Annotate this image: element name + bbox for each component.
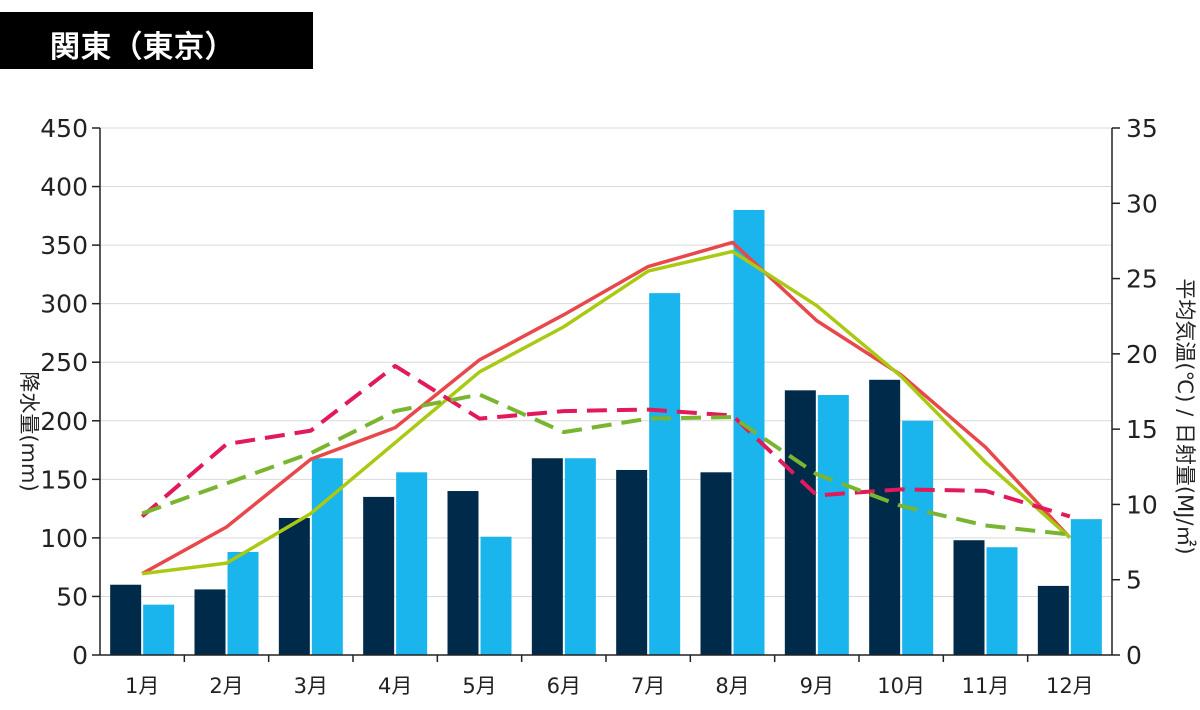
bar-2-12: [1070, 519, 1102, 655]
category-label: 8月: [715, 674, 749, 698]
bar-2-11: [986, 547, 1018, 655]
bar-2-9: [817, 395, 849, 655]
left-tick-label: 150: [40, 465, 88, 494]
line-series-3: [140, 363, 1071, 519]
category-label: 12月: [1046, 674, 1094, 698]
line-series-1: [141, 240, 1072, 576]
category-label: 11月: [962, 674, 1010, 698]
category-label: 1月: [125, 674, 159, 698]
line-series: [140, 240, 1072, 576]
category-label: 3月: [294, 674, 328, 698]
category-label: 10月: [877, 674, 925, 698]
bar-1-8: [700, 472, 732, 655]
bar-2-4: [396, 472, 428, 655]
bar-1-10: [869, 379, 901, 655]
bar-2-2: [227, 551, 259, 655]
category-label: 4月: [378, 674, 412, 698]
left-tick-label: 400: [40, 173, 88, 202]
right-tick-label: 30: [1126, 189, 1158, 218]
line-series-4: [141, 392, 1071, 537]
chart-title-box: 関東（東京）: [0, 12, 313, 69]
right-tick-label: 15: [1126, 415, 1158, 444]
bar-1-11: [953, 540, 985, 655]
right-tick-label: 5: [1126, 566, 1142, 595]
chart-title: 関東（東京）: [50, 30, 236, 65]
bar-1-3: [278, 517, 310, 655]
category-label: 9月: [800, 674, 834, 698]
right-axis-ticks: 0 5 10 15 20 25 30 35: [1112, 114, 1158, 670]
right-axis-title: 平均気温(℃) / 日射量(MJ/㎡): [1173, 278, 1197, 554]
bar-1-4: [363, 496, 395, 655]
left-tick-label: 200: [40, 407, 88, 436]
category-labels: 1月 2月 3月 4月 5月 6月 7月 8月 9月 10月 11月 12月: [125, 655, 1094, 698]
right-tick-label: 35: [1126, 114, 1158, 143]
category-label: 5月: [462, 674, 496, 698]
category-label: 2月: [209, 674, 243, 698]
bar-1-1: [110, 584, 142, 655]
right-tick-label: 20: [1126, 340, 1158, 369]
bar-1-5: [447, 491, 479, 655]
gridlines: [100, 127, 1112, 597]
bar-2-6: [564, 458, 596, 655]
bar-2-3: [311, 458, 343, 655]
left-tick-label: 100: [40, 524, 88, 553]
bar-2-7: [649, 293, 681, 655]
right-tick-label: 0: [1126, 641, 1142, 670]
bar-1-7: [616, 469, 648, 655]
right-tick-label: 25: [1126, 265, 1158, 294]
left-tick-label: 300: [40, 290, 88, 319]
bar-1-2: [194, 589, 226, 655]
bar-1-9: [784, 390, 816, 655]
bar-series: [110, 209, 1102, 655]
left-tick-label: 450: [40, 114, 88, 143]
bar-2-5: [480, 536, 512, 655]
left-tick-label: 250: [40, 348, 88, 377]
left-tick-label: 0: [72, 641, 88, 670]
bar-1-12: [1037, 585, 1069, 655]
left-axis-ticks: 0 50 100 150 200 250 300 350 400 450: [40, 114, 100, 670]
left-tick-label: 350: [40, 231, 88, 260]
bar-2-10: [902, 420, 934, 655]
left-axis-title: 降水量(mm): [17, 371, 41, 491]
bar-2-1: [143, 604, 175, 655]
left-tick-label: 50: [56, 582, 88, 611]
bar-1-6: [531, 458, 563, 655]
category-label: 6月: [547, 674, 581, 698]
line-series-2: [141, 249, 1071, 576]
category-label: 7月: [631, 674, 665, 698]
right-tick-label: 10: [1126, 490, 1158, 519]
